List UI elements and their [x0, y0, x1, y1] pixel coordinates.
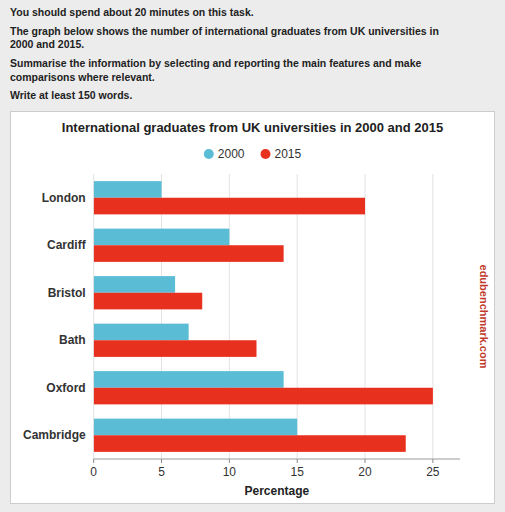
x-axis: 0 5 10 15 20 25 [90, 174, 440, 479]
title: International graduates from UK universi… [62, 120, 443, 135]
task-text: You should spend about 20 minutes on thi… [10, 6, 495, 108]
tick-label: 10 [223, 465, 237, 479]
grid-line [365, 174, 366, 459]
tick-mark [93, 459, 94, 463]
grid-line [229, 174, 230, 459]
bar [94, 228, 230, 245]
bar [94, 198, 365, 215]
chart-panel: International graduates from UK universi… [10, 111, 495, 504]
legend: 2000 2015 [204, 147, 302, 161]
legend-label: 2000 [218, 147, 245, 161]
axis-line [94, 458, 460, 459]
grid-line [93, 174, 94, 459]
tick-mark [229, 459, 230, 463]
tick-label: 20 [358, 465, 372, 479]
tick-mark [365, 459, 366, 463]
page: You should spend about 20 minutes on thi… [0, 0, 505, 512]
legend-marker [261, 149, 271, 159]
tick-label: 15 [291, 465, 305, 479]
category-label: Bath [59, 333, 86, 347]
legend-label: 2015 [275, 147, 302, 161]
bar [94, 388, 433, 405]
legend-item: 2000 [204, 147, 245, 161]
tick-mark [432, 459, 433, 463]
category-label: Cambridge [23, 428, 86, 442]
grid-line [297, 174, 298, 459]
bar [94, 323, 189, 340]
grid-line [161, 174, 162, 459]
task-line: The graph below shows the number of inte… [10, 25, 495, 52]
tick-mark [297, 459, 298, 463]
grid-line [432, 174, 433, 459]
legend-item: 2015 [261, 147, 302, 161]
tick-label: 0 [90, 465, 97, 479]
task-line: Summarise the information by selecting a… [10, 57, 495, 84]
chart: International graduates from UK universi… [11, 112, 494, 503]
task-line: You should spend about 20 minutes on thi… [10, 6, 495, 20]
category-label: Cardiff [47, 238, 87, 252]
tick-label: 5 [158, 465, 165, 479]
bar [94, 418, 298, 435]
y-axis: Cambridge Oxford Bath Bristol Cardiff London [23, 191, 87, 443]
axis-label: Percentage [244, 484, 309, 498]
bar [94, 276, 175, 293]
bars [94, 181, 433, 452]
category-label: Bristol [48, 286, 86, 300]
bar [94, 340, 257, 357]
tick-mark [161, 459, 162, 463]
watermark: edubenchmark.com [478, 264, 490, 368]
bar [94, 245, 284, 262]
tick-label: 25 [426, 465, 440, 479]
bar [94, 181, 162, 198]
bar [94, 371, 284, 388]
legend-marker [204, 149, 214, 159]
category-label: Oxford [46, 381, 85, 395]
task-line: Write at least 150 words. [10, 89, 495, 103]
bar [94, 435, 406, 452]
bar [94, 293, 203, 310]
category-label: London [42, 191, 86, 205]
